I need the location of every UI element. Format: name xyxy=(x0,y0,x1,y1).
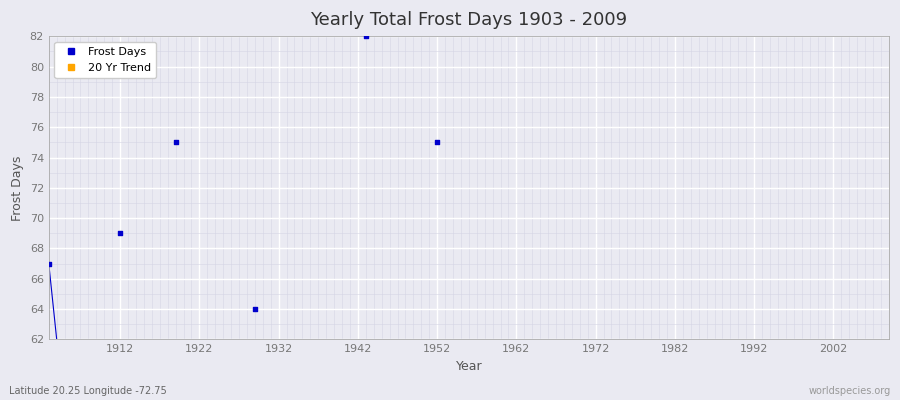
Text: Latitude 20.25 Longitude -72.75: Latitude 20.25 Longitude -72.75 xyxy=(9,386,166,396)
Title: Yearly Total Frost Days 1903 - 2009: Yearly Total Frost Days 1903 - 2009 xyxy=(310,11,627,29)
Point xyxy=(168,139,183,146)
Point xyxy=(248,306,262,312)
Point xyxy=(430,139,445,146)
Point xyxy=(358,33,373,40)
Text: worldspecies.org: worldspecies.org xyxy=(809,386,891,396)
Point xyxy=(112,230,127,236)
Point xyxy=(41,260,56,267)
X-axis label: Year: Year xyxy=(455,360,482,373)
Legend: Frost Days, 20 Yr Trend: Frost Days, 20 Yr Trend xyxy=(54,42,157,78)
Y-axis label: Frost Days: Frost Days xyxy=(11,155,24,220)
